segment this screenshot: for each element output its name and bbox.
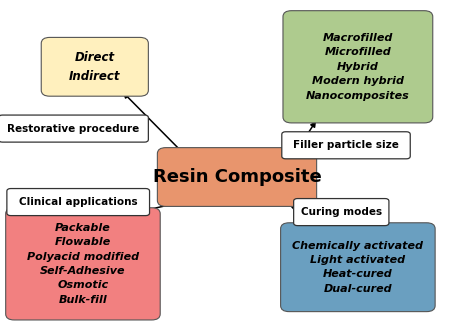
- Text: Direct
Indirect: Direct Indirect: [69, 51, 120, 82]
- Text: Clinical applications: Clinical applications: [19, 197, 137, 207]
- FancyBboxPatch shape: [293, 198, 389, 226]
- Text: Resin Composite: Resin Composite: [153, 168, 321, 186]
- Text: Curing modes: Curing modes: [301, 207, 382, 217]
- FancyBboxPatch shape: [282, 132, 410, 159]
- FancyBboxPatch shape: [6, 208, 160, 320]
- FancyBboxPatch shape: [281, 223, 435, 312]
- FancyBboxPatch shape: [157, 148, 317, 206]
- Text: Macrofilled
Microfilled
Hybrid
Modern hybrid
Nanocomposites: Macrofilled Microfilled Hybrid Modern hy…: [306, 33, 410, 101]
- FancyBboxPatch shape: [283, 11, 433, 123]
- FancyBboxPatch shape: [7, 188, 149, 216]
- FancyBboxPatch shape: [0, 115, 148, 142]
- Text: Filler particle size: Filler particle size: [293, 140, 399, 150]
- Text: Packable
Flowable
Polyacid modified
Self-Adhesive
Osmotic
Bulk-fill: Packable Flowable Polyacid modified Self…: [27, 223, 139, 305]
- Text: Restorative procedure: Restorative procedure: [7, 124, 140, 134]
- FancyBboxPatch shape: [41, 37, 148, 96]
- Text: Chemically activated
Light activated
Heat-cured
Dual-cured: Chemically activated Light activated Hea…: [292, 240, 423, 294]
